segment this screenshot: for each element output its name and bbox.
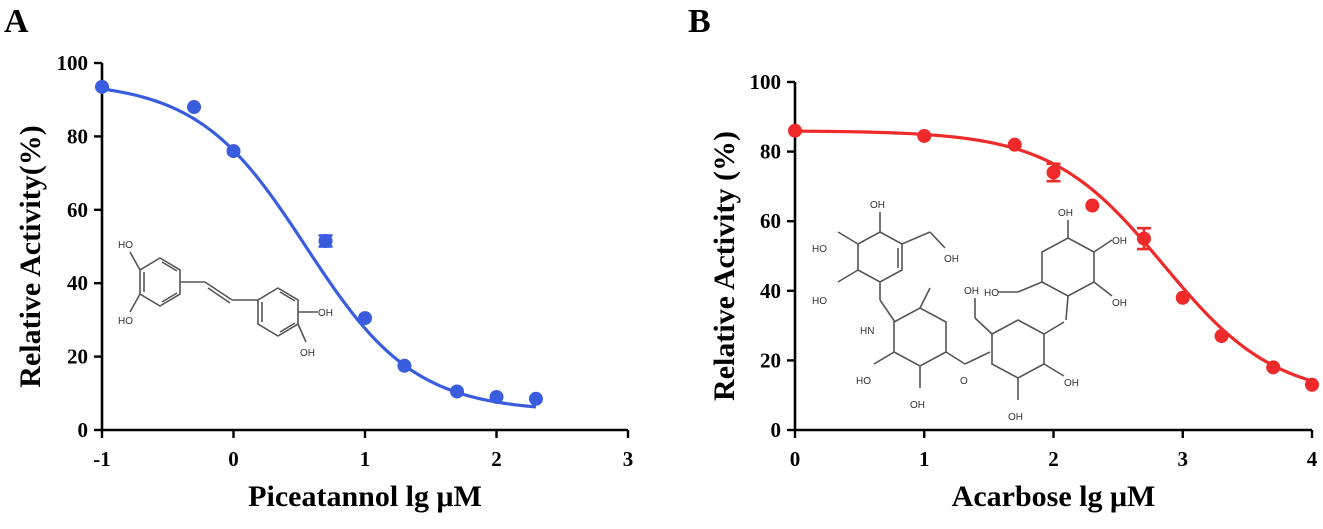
a-y-tick-label: 0: [78, 418, 89, 442]
b-data-point: [1085, 198, 1100, 213]
b-x-tick-label: 3: [1178, 447, 1189, 471]
a-y-tick-label: 80: [67, 124, 88, 148]
panel-a-letter: A: [4, 3, 29, 40]
a-data-point: [318, 233, 333, 248]
b-data-point: [1175, 290, 1190, 305]
b-data-point: [1266, 360, 1281, 375]
b-x-tick-label: 2: [1048, 447, 1059, 471]
a-data-point: [226, 144, 241, 159]
b-data-point: [917, 128, 932, 143]
chart-b: 0 20 40 60 80 100 0 1 2 3 4 Acarbose lg μM Relative …: [708, 70, 1319, 513]
a-fit-curve: [101, 87, 537, 409]
svg-text:OH: OH: [1058, 208, 1073, 219]
a-y-tick-label: 40: [67, 271, 88, 295]
b-x-axis-title: Acarbose lg μM: [952, 480, 1156, 513]
b-y-tick-label: 60: [760, 209, 781, 233]
a-data-point: [187, 100, 202, 115]
svg-text:HO: HO: [118, 316, 133, 327]
svg-text:OH: OH: [1064, 378, 1079, 389]
svg-text:OH: OH: [318, 308, 333, 319]
b-y-tick-label: 20: [760, 348, 781, 372]
svg-text:OH: OH: [1112, 236, 1127, 247]
svg-text:OH: OH: [944, 254, 959, 265]
svg-text:OH: OH: [910, 400, 925, 411]
b-x-tick-label: 1: [919, 447, 930, 471]
piceatannol-structure-drawing: HO HO OH OH: [118, 240, 333, 359]
b-data-point: [1007, 137, 1022, 152]
svg-text:OH: OH: [1112, 298, 1127, 309]
svg-text:OH: OH: [1008, 412, 1023, 423]
a-data-point: [397, 358, 412, 373]
b-y-tick-label: 0: [771, 418, 782, 442]
svg-text:OH: OH: [300, 348, 315, 359]
a-data-point: [489, 389, 504, 404]
a-x-axis-title: Piceatannol lg μM: [248, 480, 482, 513]
panel-b-letter: B: [688, 3, 711, 40]
b-data-point: [1136, 231, 1151, 246]
a-x-tick-label: 3: [623, 447, 634, 471]
a-y-axis-title: Relative Activity(%): [14, 125, 47, 387]
b-y-tick-label: 80: [760, 140, 781, 164]
acarbose-structure-drawing: OH HO HO OH HN HO OH O OH OH OH OH OH OH…: [812, 200, 1127, 423]
a-data-point: [95, 79, 109, 94]
b-data-point: [1046, 165, 1061, 180]
a-data-point: [528, 391, 543, 406]
svg-text:HN: HN: [860, 326, 874, 337]
svg-text:HO: HO: [856, 376, 871, 387]
a-data-point: [358, 311, 372, 326]
b-y-axis-title: Relative Activity (%): [708, 131, 741, 401]
a-y-tick-label: 20: [67, 345, 88, 369]
a-y-tick-label: 60: [67, 198, 88, 222]
b-y-tick-label: 40: [760, 279, 781, 303]
a-x-tick-label: 1: [360, 447, 371, 471]
svg-text:OH: OH: [870, 200, 885, 211]
a-data-point: [450, 384, 465, 399]
a-x-tick-label: -1: [93, 447, 111, 471]
b-x-tick-label: 4: [1307, 447, 1318, 471]
b-y-tick-label: 100: [750, 70, 782, 94]
b-x-tick-label: 0: [790, 447, 801, 471]
b-data-point: [788, 123, 802, 138]
svg-text:HO: HO: [118, 240, 133, 251]
svg-text:HO: HO: [812, 244, 827, 255]
svg-text:O: O: [960, 376, 968, 387]
svg-text:OH: OH: [964, 286, 979, 297]
svg-text:HO: HO: [812, 296, 827, 307]
b-data-point: [1214, 329, 1229, 344]
b-data-point: [1305, 377, 1319, 392]
svg-text:HO: HO: [984, 288, 999, 299]
a-y-tick-label: 100: [57, 51, 89, 75]
a-x-tick-label: 0: [228, 447, 239, 471]
a-x-tick-label: 2: [491, 447, 502, 471]
